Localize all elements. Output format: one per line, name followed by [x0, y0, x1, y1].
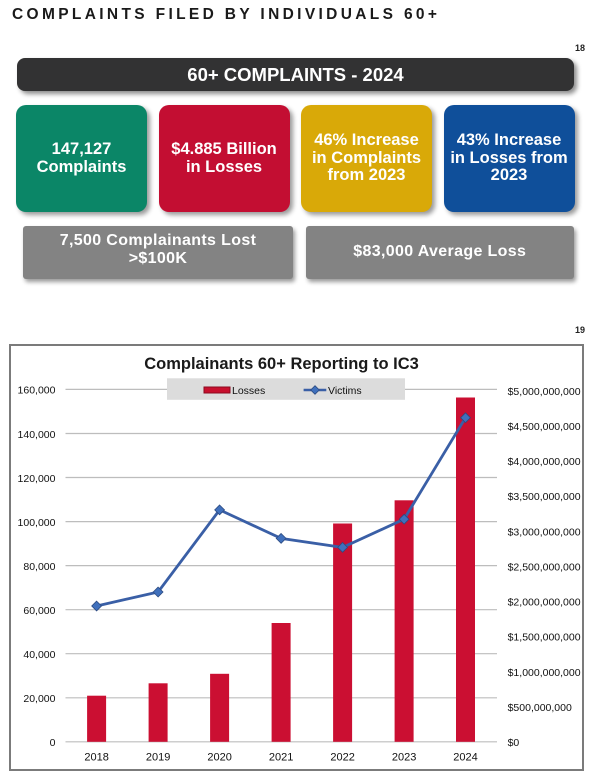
svg-text:$2,500,000,000: $2,500,000,000 — [508, 561, 581, 573]
svg-text:80,000: 80,000 — [23, 561, 55, 573]
svg-text:100,000: 100,000 — [18, 517, 56, 529]
svg-text:2019: 2019 — [146, 751, 170, 763]
svg-text:$3,500,000,000: $3,500,000,000 — [508, 491, 581, 503]
svg-text:2018: 2018 — [84, 751, 108, 763]
svg-text:$2,000,000,000: $2,000,000,000 — [508, 597, 581, 609]
svg-text:$500,000,000: $500,000,000 — [508, 702, 572, 714]
svg-text:120,000: 120,000 — [18, 473, 56, 485]
svg-text:Complainants 60+ Reporting to: Complainants 60+ Reporting to IC3 — [144, 355, 419, 373]
svg-text:$1,500,000,000: $1,500,000,000 — [508, 632, 581, 644]
svg-text:$5,000,000,000: $5,000,000,000 — [508, 386, 581, 398]
svg-text:Losses: Losses — [232, 385, 265, 397]
svg-text:40,000: 40,000 — [23, 649, 55, 661]
svg-text:$1,000,000,000: $1,000,000,000 — [508, 667, 581, 679]
svg-text:0: 0 — [50, 737, 56, 749]
svg-text:$4,500,000,000: $4,500,000,000 — [508, 421, 581, 433]
svg-text:Victims: Victims — [328, 385, 362, 397]
svg-text:2022: 2022 — [330, 751, 354, 763]
svg-text:$4,000,000,000: $4,000,000,000 — [508, 456, 581, 468]
svg-text:2021: 2021 — [269, 751, 293, 763]
svg-text:60,000: 60,000 — [23, 605, 55, 617]
svg-text:$3,000,000,000: $3,000,000,000 — [508, 526, 581, 538]
svg-text:2020: 2020 — [207, 751, 231, 763]
svg-text:20,000: 20,000 — [23, 693, 55, 705]
svg-text:2023: 2023 — [392, 751, 416, 763]
svg-text:160,000: 160,000 — [18, 385, 56, 397]
svg-text:140,000: 140,000 — [18, 429, 56, 441]
svg-text:2024: 2024 — [453, 751, 477, 763]
svg-text:$0: $0 — [508, 737, 520, 749]
